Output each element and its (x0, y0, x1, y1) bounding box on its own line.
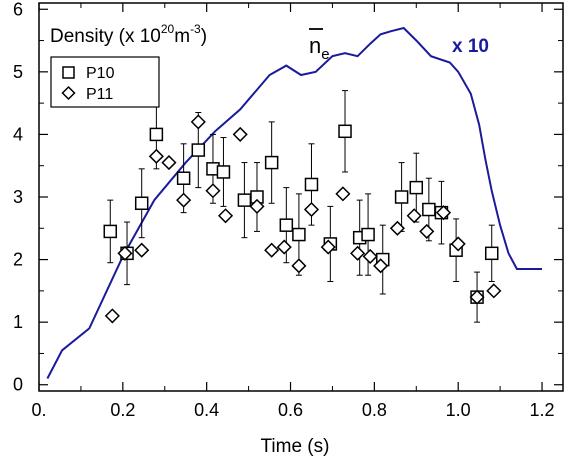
p11-point (335, 186, 351, 202)
p11-point (148, 148, 164, 164)
y-tick-label: 4 (13, 124, 23, 144)
y-tick-label: 6 (13, 0, 23, 19)
p11-point (486, 283, 502, 299)
p10-point (361, 227, 375, 242)
x-tick-label: 0.2 (110, 400, 135, 420)
title-exp2: -3 (190, 22, 201, 36)
p10-point (216, 165, 231, 179)
p11-point (389, 220, 405, 236)
p10-point (176, 171, 191, 185)
p11-point (362, 248, 378, 265)
y-tick-label: 5 (13, 62, 23, 82)
p11-point (303, 201, 320, 218)
axes: 0. 0.2 0.4 0.6 0.8 1.0 1.2 0 1 2 3 4 5 6 (13, 0, 563, 420)
p10-point (264, 155, 279, 170)
p10-point (149, 127, 164, 142)
x-tick-label: 1.0 (446, 400, 471, 420)
p11-point (276, 239, 292, 255)
p10-point (103, 224, 118, 239)
p11-point (117, 245, 133, 261)
title-base: Density (x 10 (50, 26, 161, 47)
p11-point (320, 239, 336, 255)
ne-label-base: n (309, 33, 321, 58)
p11-point (435, 205, 452, 221)
legend-diamond-marker (61, 85, 76, 101)
p11-point (450, 236, 466, 252)
x-tick-label: 0.8 (362, 400, 387, 420)
p11-point (161, 155, 177, 171)
p10-point (292, 227, 306, 242)
p11-point (249, 198, 265, 214)
legend-square-marker (62, 66, 75, 79)
y-tick-label: 2 (13, 250, 23, 270)
p11-point (406, 208, 422, 224)
p11-point (264, 242, 280, 258)
p11-point (190, 114, 206, 130)
ne-series (46, 26, 542, 379)
p11-point (205, 183, 221, 199)
p11-point (134, 242, 150, 258)
legend-box (50, 56, 160, 108)
y-tick-label: 1 (13, 312, 23, 332)
title-end: ) (201, 26, 207, 47)
p10-point (279, 218, 294, 232)
p11-point (217, 208, 234, 224)
ne-label-sub: e (321, 46, 329, 63)
p10-point (484, 246, 499, 261)
p11-point (104, 308, 120, 324)
density-title: Density (x 1020m-3) (50, 22, 207, 47)
p10-point (304, 177, 319, 192)
p10-point (394, 190, 409, 204)
p10-point (237, 193, 252, 207)
y-tick-label: 3 (13, 187, 23, 207)
legend: P10 P11 (50, 56, 160, 108)
legend-label-p11: P11 (86, 86, 113, 103)
ne-label: ne (309, 33, 330, 63)
p10-point (134, 196, 149, 211)
x-axis-title: Time (s) (261, 436, 330, 457)
title-mid: m (174, 26, 190, 47)
x-tick-label: 0.6 (278, 400, 303, 420)
p10-point (338, 124, 352, 139)
p11-point (291, 258, 307, 274)
p10-point (422, 202, 436, 217)
x-tick-label: 0.4 (194, 400, 219, 420)
p11-point (176, 192, 192, 208)
markers (103, 114, 502, 324)
p11-point (373, 258, 389, 274)
p11-point (419, 223, 435, 239)
x-tick-label: 1.2 (530, 400, 555, 420)
p11-point (469, 289, 485, 305)
y-tick-label: 0 (13, 375, 23, 395)
title-exp1: 20 (161, 22, 175, 36)
x10-annotation: x 10 (452, 36, 489, 57)
p10-point (409, 180, 424, 195)
x-tick-label: 0. (31, 400, 46, 420)
p10-point (191, 143, 206, 157)
p11-point (232, 126, 248, 142)
p11-point (350, 245, 366, 261)
legend-label-p10: P10 (86, 65, 115, 82)
ne-line (46, 26, 542, 379)
